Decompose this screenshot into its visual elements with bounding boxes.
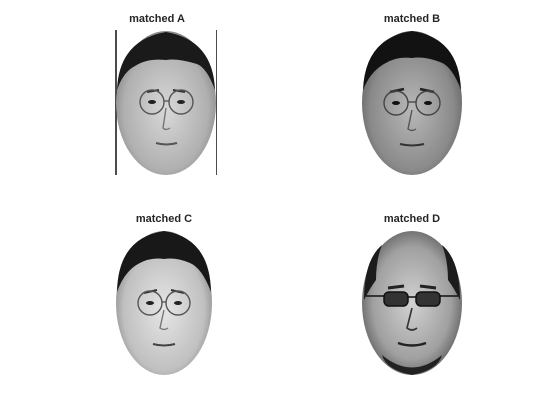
panel-matched-d: matched D bbox=[352, 212, 472, 375]
face-image-c bbox=[116, 231, 212, 375]
panel-title-a: matched A bbox=[129, 13, 185, 25]
panel-matched-b: matched B bbox=[352, 12, 472, 175]
face-image-b bbox=[362, 31, 462, 175]
face-image-a bbox=[115, 30, 217, 175]
panel-matched-a: matched A bbox=[97, 12, 217, 175]
panel-title-c: matched C bbox=[135, 213, 193, 225]
panel-title-d: matched D bbox=[383, 213, 441, 225]
panel-title-b: matched B bbox=[383, 13, 441, 25]
face-image-d bbox=[362, 231, 462, 375]
panel-matched-c: matched C bbox=[104, 212, 224, 375]
